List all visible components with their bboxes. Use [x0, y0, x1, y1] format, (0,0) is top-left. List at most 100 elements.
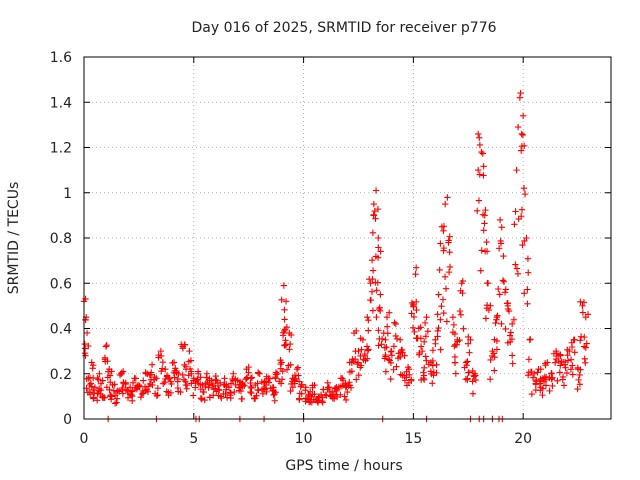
data-point [390, 366, 397, 373]
data-point [441, 273, 449, 280]
data-point [283, 324, 291, 331]
data-point [142, 369, 149, 376]
data-point [281, 316, 288, 323]
data-point [129, 387, 136, 394]
data-point [434, 327, 441, 335]
data-point [494, 312, 501, 319]
data-point [238, 381, 245, 388]
data-point [363, 343, 371, 350]
data-point [520, 185, 528, 192]
data-point [281, 342, 288, 349]
data-point [353, 327, 360, 335]
data-point [370, 200, 378, 208]
data-point [480, 227, 487, 234]
data-point [384, 330, 392, 337]
data-point [465, 333, 472, 341]
data-point [298, 381, 306, 388]
data-point [508, 352, 516, 359]
data-point [281, 306, 288, 313]
data-point [397, 353, 404, 361]
data-point [111, 400, 119, 407]
data-point [206, 375, 213, 382]
data-point [567, 366, 575, 373]
data-point [559, 373, 567, 381]
data-point [383, 323, 391, 330]
data-point [476, 171, 483, 178]
data-point [439, 296, 447, 303]
data-point [457, 311, 465, 319]
data-point [408, 310, 415, 317]
data-point [194, 376, 201, 383]
data-point [512, 261, 519, 268]
data-point [559, 358, 567, 366]
data-point [437, 316, 444, 323]
data-point [186, 347, 193, 355]
data-point [576, 371, 583, 379]
data-point [95, 376, 102, 383]
data-point [511, 221, 518, 228]
data-point [371, 207, 379, 215]
y-tick-label: 1.6 [50, 50, 72, 66]
data-point [337, 391, 344, 398]
data-point [493, 337, 501, 345]
data-point [231, 388, 238, 396]
data-point [149, 381, 156, 389]
data-point [106, 386, 113, 394]
data-point [263, 373, 270, 380]
data-point [221, 375, 228, 382]
data-point [393, 363, 400, 370]
data-point [564, 357, 572, 364]
data-point [160, 380, 167, 387]
data-point [546, 387, 553, 395]
x-tick-label: 0 [80, 431, 89, 447]
data-point [282, 298, 290, 305]
data-point [574, 385, 581, 393]
data-point [474, 130, 482, 138]
data-point [128, 392, 136, 400]
data-point [459, 277, 466, 285]
data-point [223, 382, 230, 390]
data-point [520, 142, 528, 149]
data-point [286, 340, 294, 348]
data-point [568, 339, 575, 346]
data-point [348, 367, 356, 375]
data-point [438, 302, 445, 310]
data-point [174, 384, 182, 392]
data-point [82, 352, 89, 359]
data-point [119, 390, 127, 397]
data-point [286, 346, 293, 353]
data-point [571, 349, 578, 356]
data-point [496, 216, 504, 224]
data-point [480, 163, 487, 170]
data-point [296, 396, 303, 403]
data-point [154, 384, 162, 392]
data-point [464, 358, 471, 365]
data-point [562, 364, 569, 371]
x-tick-label: 20 [514, 431, 532, 447]
y-tick-label: 0.2 [50, 367, 72, 383]
data-point [375, 342, 382, 349]
data-point [446, 248, 453, 256]
data-point [137, 393, 145, 401]
data-point [248, 384, 255, 392]
data-point [203, 370, 211, 377]
data-point [220, 390, 227, 398]
data-point [86, 388, 94, 396]
data-point [295, 372, 302, 379]
data-point [527, 336, 534, 343]
data-point [505, 307, 513, 315]
data-point [457, 287, 464, 295]
data-point [397, 336, 404, 344]
data-point [551, 359, 559, 366]
data-point [575, 376, 582, 384]
data-point [563, 369, 571, 377]
data-point [202, 383, 209, 391]
data-point [96, 385, 103, 392]
data-point [399, 349, 406, 356]
data-point [277, 380, 285, 387]
y-tick-label: 0.4 [50, 322, 72, 338]
data-point [383, 313, 391, 321]
data-point [151, 373, 158, 381]
data-point [440, 227, 447, 235]
data-point [443, 318, 451, 325]
